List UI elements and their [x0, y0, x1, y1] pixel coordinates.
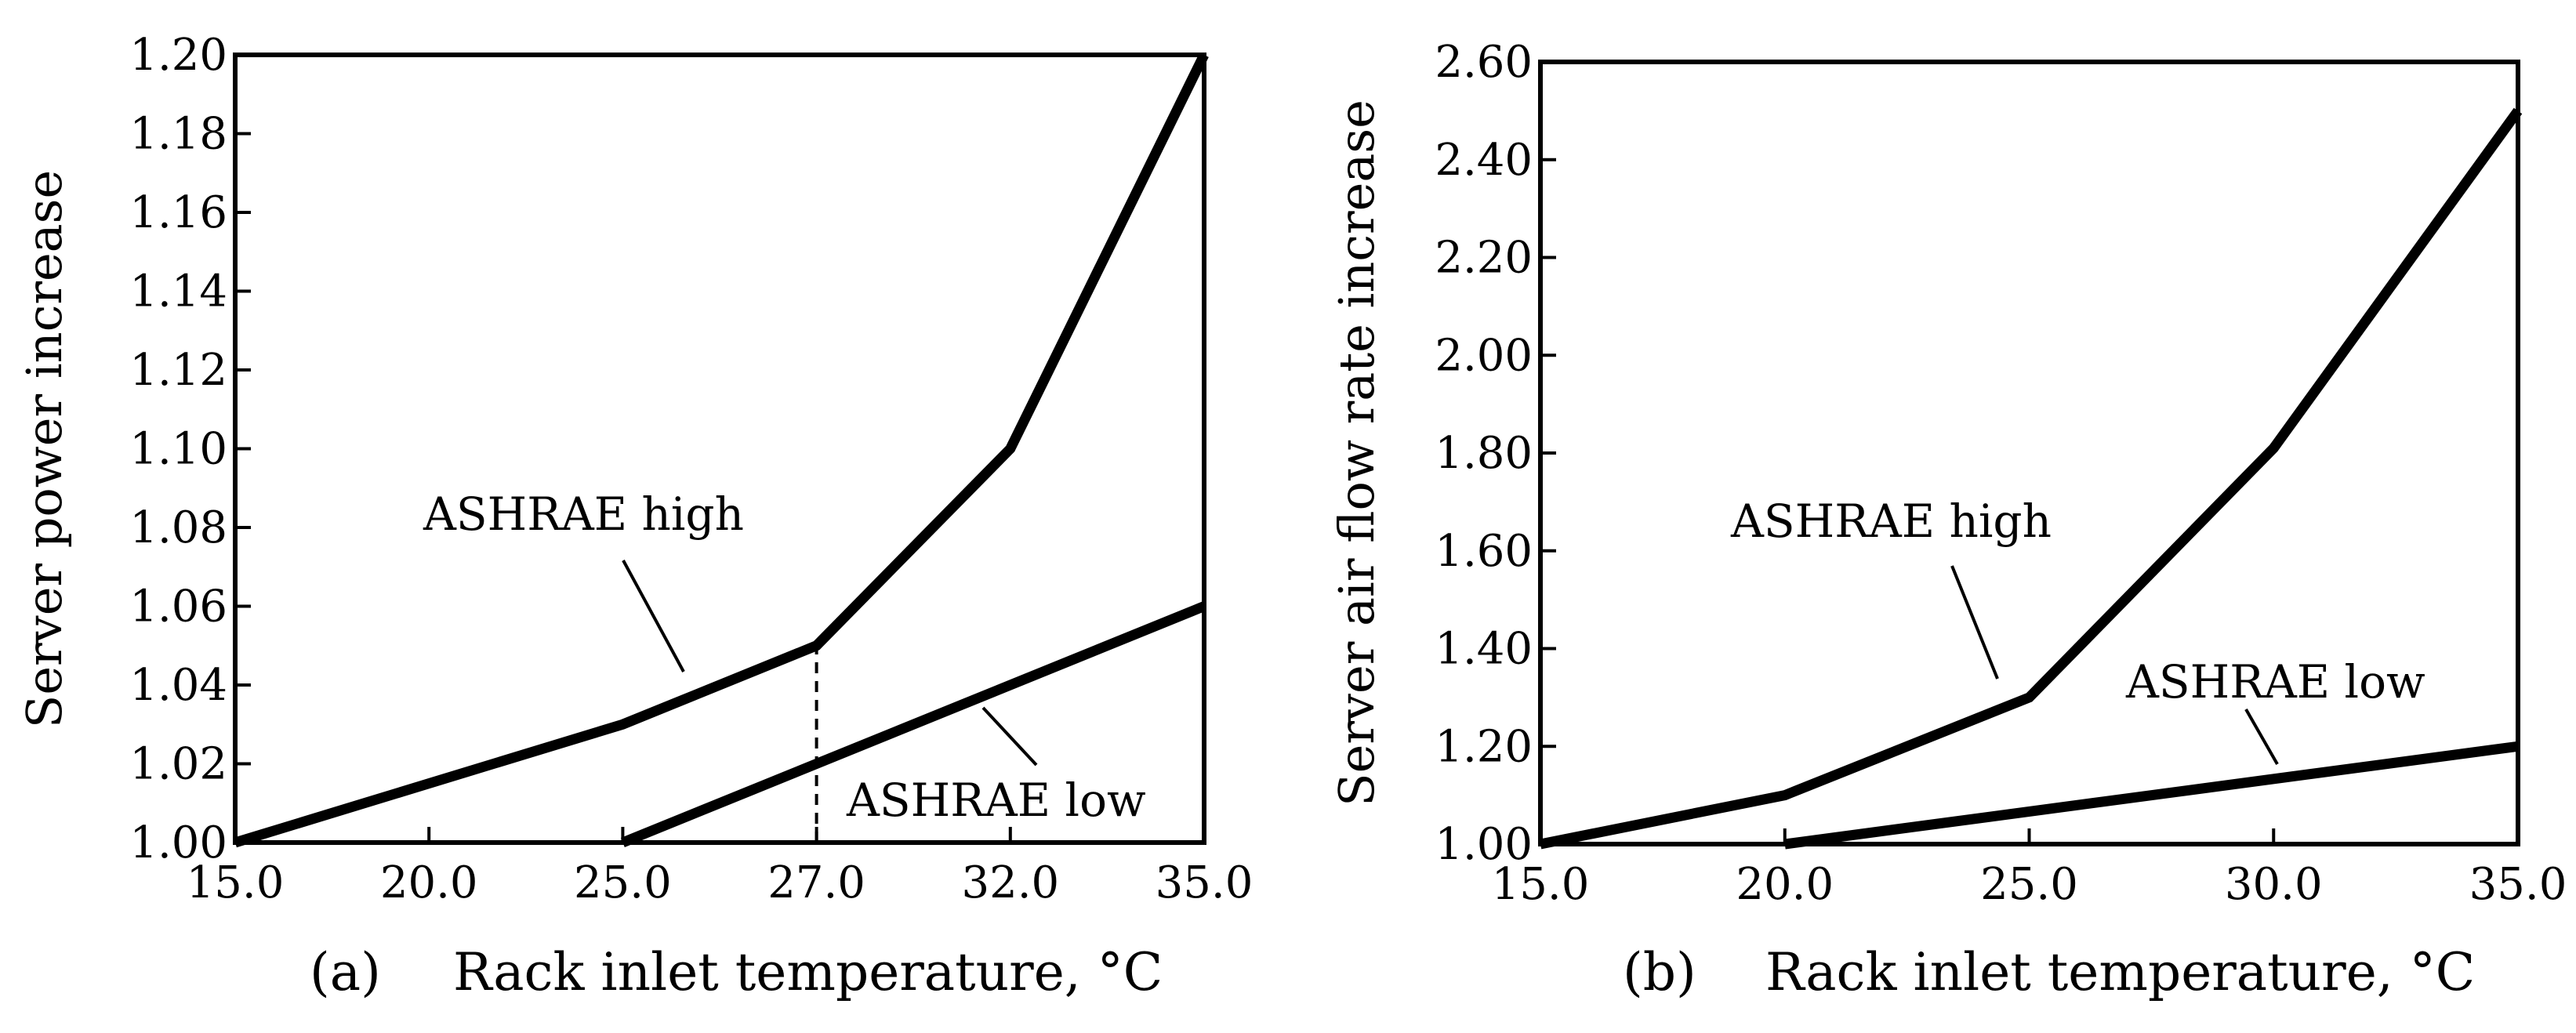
chart-a-y-tick-label: 1.02: [129, 739, 227, 790]
chart-b-high-leader: [1950, 565, 1999, 680]
chart-b-low-leader: [2244, 709, 2279, 765]
chart-a-x-tick-label: 25.0: [574, 857, 672, 908]
chart-b-ticks: [1539, 60, 2520, 846]
chart-a-x-tick-label: 35.0: [1156, 857, 1254, 908]
chart-a-y-axis-title: Server power increase: [16, 170, 73, 728]
chart-a-panel-label: (a): [310, 942, 381, 1002]
chart-a-label-ashrae-low: ASHRAE low: [846, 774, 1146, 827]
chart-a-series-ashrae-high: [234, 53, 1209, 848]
chart-b-x-tick-label: 30.0: [2225, 859, 2323, 910]
chart-a-x-tick-label: 27.0: [767, 857, 865, 908]
chart-b-y-tick-label: 2.40: [1435, 135, 1533, 186]
chart-b-label-ashrae-high: ASHRAE high: [1730, 495, 2052, 548]
chart-a-label-ashrae-high: ASHRAE high: [423, 488, 744, 541]
chart-a-y-tick-label: 1.16: [129, 187, 227, 238]
chart-a-x-tick-label: 15.0: [187, 857, 285, 908]
chart-b-y-tick-label: 2.60: [1435, 37, 1533, 88]
chart-b-y-axis-title: Server air flow rate increase: [1328, 100, 1385, 806]
chart-b-series-ashrae-low: [1783, 741, 2519, 850]
chart-a: 1.00 1.02 1.04 1.06 1.08 1.10 1.12 1.14 1.16 1.18…: [16, 30, 1253, 1002]
chart-a-ticks: [234, 53, 1206, 844]
chart-a-series-ashrae-low: [620, 601, 1206, 848]
chart-a-plot-frame: [233, 53, 1206, 845]
chart-a-high-leader: [622, 560, 685, 672]
chart-b-y-tick-label: 1.60: [1435, 526, 1533, 577]
chart-b-x-tick-label: 20.0: [1736, 859, 1834, 910]
chart-a-x-tick-label: 20.0: [380, 857, 478, 908]
chart-a-y-tick-label: 1.20: [129, 30, 227, 81]
chart-b-y-tick-label: 1.20: [1435, 721, 1533, 772]
chart-a-y-tick-label: 1.06: [129, 582, 227, 632]
chart-b-series-ashrae-high: [1539, 107, 2523, 850]
chart-a-tick-labels: 1.00 1.02 1.04 1.06 1.08 1.10 1.12 1.14 1.16 1.18…: [129, 30, 1253, 908]
chart-b-panel-label: (b): [1623, 942, 1696, 1002]
chart-a-y-tick-label: 1.08: [129, 502, 227, 553]
chart-b-y-tick-label: 2.00: [1435, 330, 1533, 381]
chart-a-y-tick-label: 1.18: [129, 109, 227, 160]
chart-a-y-tick-label: 1.10: [129, 424, 227, 475]
chart-b-x-axis-title: Rack inlet temperature, °C: [1765, 942, 2475, 1002]
chart-b-y-tick-label: 1.00: [1435, 819, 1533, 870]
chart-b-x-tick-label: 35.0: [2469, 859, 2567, 910]
chart-b-x-tick-label: 15.0: [1492, 859, 1590, 910]
chart-a-y-tick-label: 1.12: [129, 345, 227, 396]
chart-b-plot-frame: [1538, 60, 2520, 846]
chart-b-y-tick-label: 1.80: [1435, 428, 1533, 479]
chart-b-series: [1539, 107, 2523, 850]
chart-b-label-ashrae-low: ASHRAE low: [2125, 655, 2425, 709]
chart-a-y-tick-label: 1.04: [129, 660, 227, 711]
chart-a-y-tick-label: 1.00: [129, 817, 227, 868]
chart-b-x-tick-label: 25.0: [1980, 859, 2078, 910]
chart-b-y-tick-label: 1.40: [1435, 624, 1533, 675]
chart-a-series: [234, 53, 1209, 848]
chart-b: 1.00 1.20 1.40 1.60 1.80 2.00 2.20 2.40 2.60 15.0…: [1328, 37, 2567, 1002]
chart-b-y-tick-label: 2.20: [1435, 233, 1533, 284]
chart-b-tick-labels: 1.00 1.20 1.40 1.60 1.80 2.00 2.20 2.40 2.60 15.0…: [1435, 37, 2567, 910]
chart-a-low-leader: [981, 706, 1038, 767]
chart-a-x-axis-title: Rack inlet temperature, °C: [453, 942, 1163, 1002]
chart-a-y-tick-label: 1.14: [129, 266, 227, 317]
chart-a-x-tick-label: 32.0: [961, 857, 1059, 908]
